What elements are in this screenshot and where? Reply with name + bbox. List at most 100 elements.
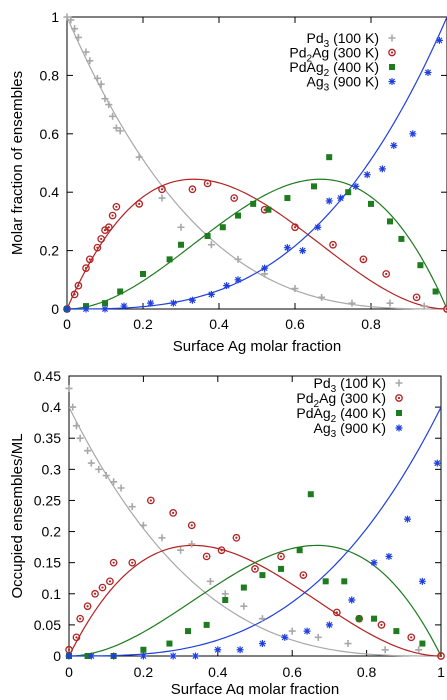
star-data-point <box>170 653 177 660</box>
circle-data-point <box>92 591 98 597</box>
star-data-point <box>314 224 321 231</box>
star-data-point <box>83 306 90 313</box>
square-data-point <box>222 597 228 603</box>
data-points <box>64 14 447 313</box>
model-curve <box>69 545 441 656</box>
circle-data-point <box>330 242 336 248</box>
square-data-point <box>341 578 347 584</box>
legend-marker <box>396 395 402 401</box>
star-data-point <box>214 646 221 653</box>
circle-marker-dot <box>391 51 393 53</box>
circle-data-point <box>129 559 135 565</box>
plus-data-point <box>315 634 322 641</box>
circle-data-point <box>189 186 195 192</box>
square-data-point <box>433 288 439 294</box>
circle-marker-dot <box>161 188 163 190</box>
circle-data-point <box>360 256 366 262</box>
circle-marker-dot <box>113 562 115 564</box>
circle-data-point <box>378 622 384 628</box>
star-data-point <box>364 171 371 178</box>
circle-marker-dot <box>115 206 117 208</box>
star-data-point <box>326 197 333 204</box>
circle-marker-dot <box>332 244 334 246</box>
circle-data-point <box>109 212 115 218</box>
plus-data-point <box>110 478 117 485</box>
y-tick-label: 0.35 <box>34 430 61 446</box>
model-curve <box>67 17 447 309</box>
model-curve <box>69 545 441 656</box>
series-2 <box>66 497 444 659</box>
plus-data-point <box>71 25 78 32</box>
square-data-point <box>204 622 210 628</box>
square-data-point <box>259 572 265 578</box>
x-tick-label: 0.6 <box>282 664 302 680</box>
plus-data-point <box>318 294 325 301</box>
circle-marker-dot <box>362 258 364 260</box>
circle-marker-dot <box>100 238 102 240</box>
circle-marker-dot <box>108 226 110 228</box>
circle-data-point <box>107 578 113 584</box>
star-data-point <box>425 69 432 76</box>
square-data-point <box>326 154 332 160</box>
circle-marker-dot <box>398 397 400 399</box>
circle-data-point <box>300 572 306 578</box>
circle-marker-dot <box>191 188 193 190</box>
star-data-point <box>102 306 109 313</box>
star-data-point <box>419 578 426 585</box>
model-curve <box>67 179 447 309</box>
square-data-point <box>417 262 423 268</box>
plus-data-point <box>136 154 143 161</box>
star-data-point <box>147 300 154 307</box>
circle-marker-dot <box>440 655 442 657</box>
square-data-point <box>140 271 146 277</box>
plus-data-point <box>188 541 195 548</box>
circle-marker-dot <box>75 636 77 638</box>
circle-marker-dot <box>380 624 382 626</box>
x-axis-label: Surface Ag molar fraction <box>171 681 339 695</box>
star-data-point <box>404 516 411 523</box>
circle-marker-dot <box>77 285 79 287</box>
square-data-point <box>368 201 374 207</box>
legend-label: Ag3 (900 K) <box>307 74 380 94</box>
x-tick-label: 0.8 <box>361 316 381 332</box>
circle-marker-dot <box>87 605 89 607</box>
plus-data-point <box>177 547 184 554</box>
star-data-point <box>390 142 397 149</box>
plus-data-point <box>159 534 166 541</box>
legend-marker <box>396 410 402 416</box>
circle-marker-dot <box>101 586 103 588</box>
circle-marker-dot <box>89 258 91 260</box>
square-data-point <box>117 288 123 294</box>
star-data-point <box>259 640 266 647</box>
square-data-point <box>185 628 191 634</box>
legend-marker <box>389 35 396 42</box>
x-tick-label: 0 <box>63 316 71 332</box>
plus-data-point <box>88 460 95 467</box>
star-data-point <box>385 553 392 560</box>
circle-data-point <box>136 201 142 207</box>
star-data-point <box>337 195 344 202</box>
model-curve <box>69 407 441 656</box>
square-data-point <box>166 641 172 647</box>
square-data-point <box>345 189 351 195</box>
square-data-point <box>311 183 317 189</box>
star-data-point <box>237 646 244 653</box>
series-3 <box>66 491 425 659</box>
plus-data-point <box>98 81 105 88</box>
model-curve <box>67 179 447 309</box>
circle-marker-dot <box>172 512 174 514</box>
y-tick-label: 1 <box>51 9 59 25</box>
circle-data-point <box>110 559 116 565</box>
y-axis-label: Molar fraction of ensembles <box>9 71 26 255</box>
circle-marker-dot <box>131 562 133 564</box>
circle-marker-dot <box>233 197 235 199</box>
square-data-point <box>241 585 247 591</box>
plus-data-point <box>75 34 82 41</box>
plus-data-point <box>77 435 84 442</box>
circle-data-point <box>189 522 195 528</box>
circle-marker-dot <box>94 593 96 595</box>
plus-data-point <box>415 646 422 653</box>
legend: Pd3 (100 K)Pd2Ag (300 K)PdAg2 (400 K)Ag3… <box>289 30 395 94</box>
star-data-point <box>284 244 291 251</box>
